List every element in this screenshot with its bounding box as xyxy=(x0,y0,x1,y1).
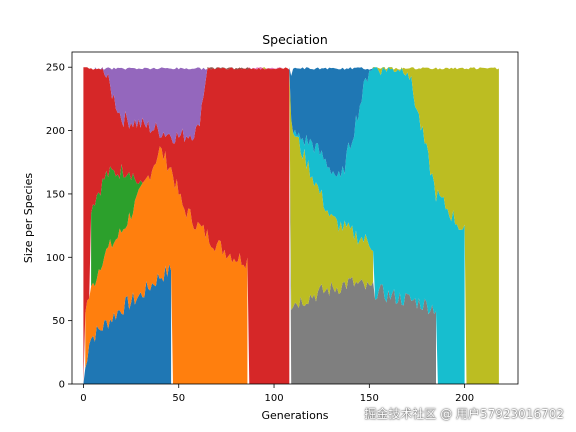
species-area-6 xyxy=(247,67,282,70)
species-area-5 xyxy=(207,67,252,70)
x-tick-label: 150 xyxy=(360,393,379,404)
y-tick-label: 0 xyxy=(59,380,65,391)
x-axis-label: Generations xyxy=(261,409,328,422)
y-tick-label: 100 xyxy=(46,253,65,264)
x-tick-label: 0 xyxy=(80,393,86,404)
y-axis-label: Size per Species xyxy=(22,173,35,263)
species-area-11 xyxy=(373,67,499,384)
species-area-4 xyxy=(94,67,208,144)
x-tick-label: 50 xyxy=(172,393,185,404)
y-tick-label: 150 xyxy=(46,189,65,200)
x-tick-label: 200 xyxy=(455,393,474,404)
species-area-2 xyxy=(91,146,168,287)
y-tick-label: 200 xyxy=(46,126,65,137)
x-axis-ticks: 0 50 100 150 200 xyxy=(80,384,474,404)
species-areas xyxy=(83,67,499,384)
species-area-0 xyxy=(83,264,172,384)
species-area-8 xyxy=(262,67,374,310)
species-area-9 xyxy=(281,67,465,384)
y-axis-ticks: 0 50 100 150 200 250 xyxy=(46,63,72,391)
species-area-10 xyxy=(289,67,374,178)
plot-frame xyxy=(71,51,519,385)
species-area-1 xyxy=(85,146,248,384)
y-tick-label: 50 xyxy=(52,316,65,327)
species-area-3 xyxy=(83,67,290,384)
y-tick-label: 250 xyxy=(46,63,65,74)
x-tick-label: 100 xyxy=(264,393,283,404)
species-area-7 xyxy=(281,67,436,384)
chart-title: Speciation xyxy=(262,32,328,47)
watermark: 掘金技术社区 @ 用户57923016702 xyxy=(364,407,564,421)
